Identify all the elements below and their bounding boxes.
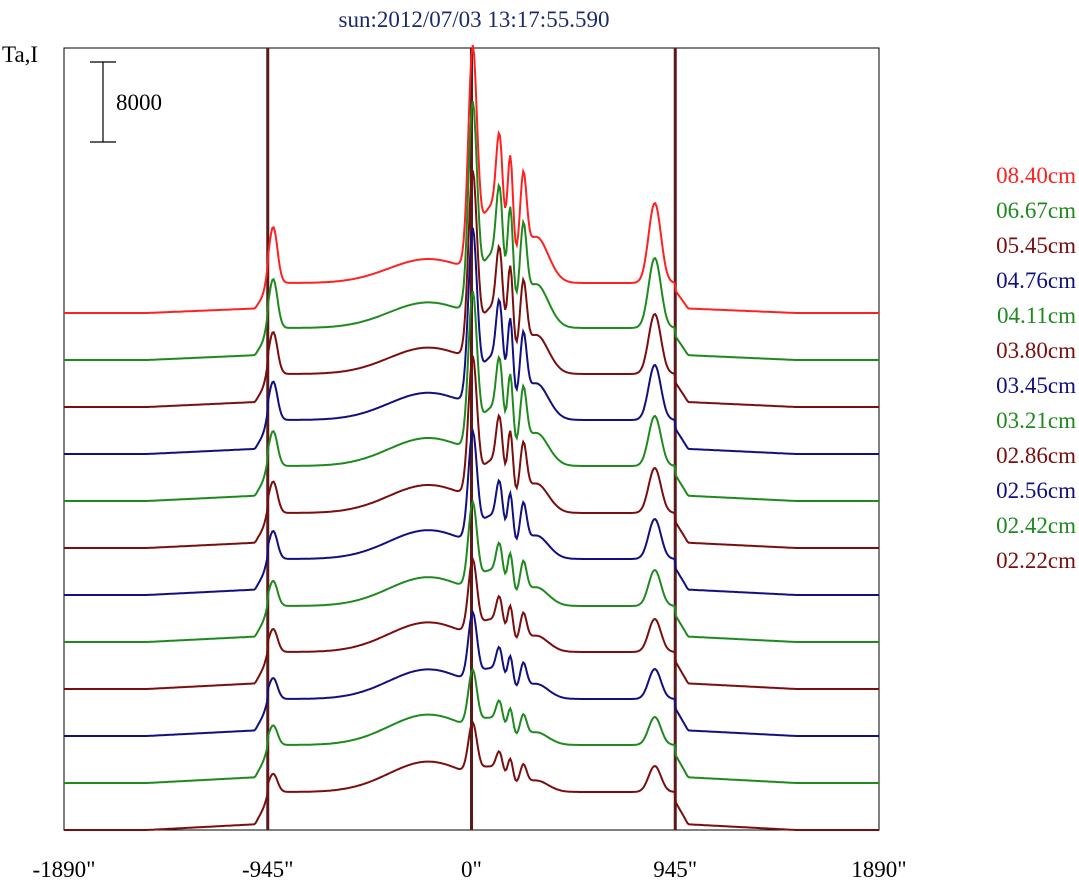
legend-entry: 06.67cm: [996, 198, 1076, 223]
series-line-06.67cm: [64, 101, 879, 361]
series-line-04.11cm: [64, 290, 879, 502]
x-tick-label: -1890": [32, 857, 95, 882]
legend-entry: 03.21cm: [996, 408, 1076, 433]
x-tick-label: 0": [461, 857, 482, 882]
legend-entry: 08.40cm: [996, 163, 1076, 188]
scale-bar-label: 8000: [116, 90, 162, 115]
series-lines: [64, 45, 879, 831]
series-line-04.76cm: [64, 227, 879, 455]
series-line-05.45cm: [64, 170, 879, 408]
x-tick-labels: -1890" -945" 0" 945" 1890": [32, 857, 906, 882]
series-line-02.56cm: [64, 609, 879, 737]
x-tick-label: 945": [653, 857, 697, 882]
legend-entry: 02.86cm: [996, 443, 1076, 468]
series-line-03.80cm: [64, 355, 879, 549]
legend-entry: 05.45cm: [996, 233, 1076, 258]
legend-entry: 02.56cm: [996, 478, 1076, 503]
legend-entry: 03.45cm: [996, 373, 1076, 398]
series-line-03.21cm: [64, 498, 879, 643]
series-line-03.45cm: [64, 427, 879, 596]
legend-entry: 03.80cm: [996, 338, 1076, 363]
legend-entry: 02.22cm: [996, 548, 1076, 573]
y-axis-label: Ta,I: [2, 42, 38, 67]
series-line-02.86cm: [64, 556, 879, 690]
legend-entry: 02.42cm: [996, 513, 1076, 538]
series-line-08.40cm: [64, 45, 879, 314]
legend-entry: 04.11cm: [997, 303, 1076, 328]
series-line-02.42cm: [64, 667, 879, 784]
x-tick-label: -945": [242, 857, 294, 882]
x-tick-label: 1890": [851, 857, 906, 882]
series-line-02.22cm: [64, 720, 879, 831]
chart-title: sun:2012/07/03 13:17:55.590: [339, 7, 610, 32]
legend-entry: 04.76cm: [996, 268, 1076, 293]
scale-bar: 8000: [90, 61, 162, 143]
legend: 08.40cm 06.67cm 05.45cm 04.76cm 04.11cm 03.80…: [996, 163, 1076, 573]
